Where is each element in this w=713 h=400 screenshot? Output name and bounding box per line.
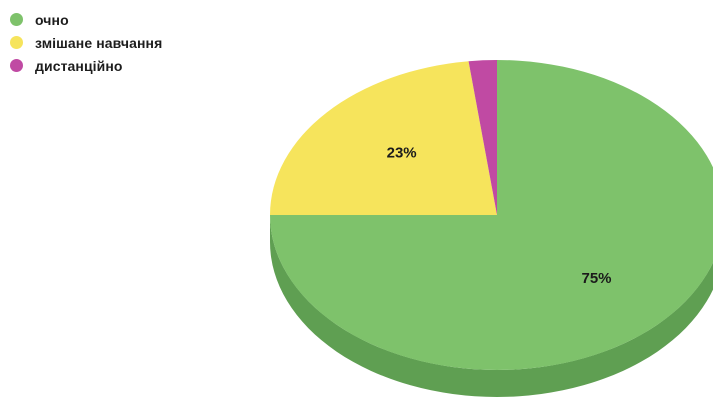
pie-slice-0 [270, 60, 713, 370]
legend-label-ochno: очно [35, 11, 69, 28]
legend-label-dystantsiino: дистанційно [35, 57, 123, 74]
legend-label-zmishane: змішане навчання [35, 34, 163, 51]
pie-top-slices [270, 60, 713, 370]
pie-slice-2 [468, 60, 497, 215]
legend-swatch-ochno [10, 13, 23, 26]
pie-data-labels: 75% 23% [387, 145, 612, 287]
pie-data-label-0: 75% [582, 270, 612, 287]
pie-data-label-1: 23% [387, 145, 417, 162]
legend-swatch-dystantsiino [10, 59, 23, 72]
chart-legend: очно змішане навчання дистанційно [10, 8, 162, 77]
pie-side-slice-0-0 [270, 215, 713, 397]
legend-item-dystantsiino: дистанційно [10, 54, 162, 77]
pie-side-walls [270, 215, 713, 397]
legend-item-ochno: очно [10, 8, 162, 31]
pie-slice-1 [270, 61, 497, 215]
legend-swatch-zmishane [10, 36, 23, 49]
legend-item-zmishane: змішане навчання [10, 31, 162, 54]
